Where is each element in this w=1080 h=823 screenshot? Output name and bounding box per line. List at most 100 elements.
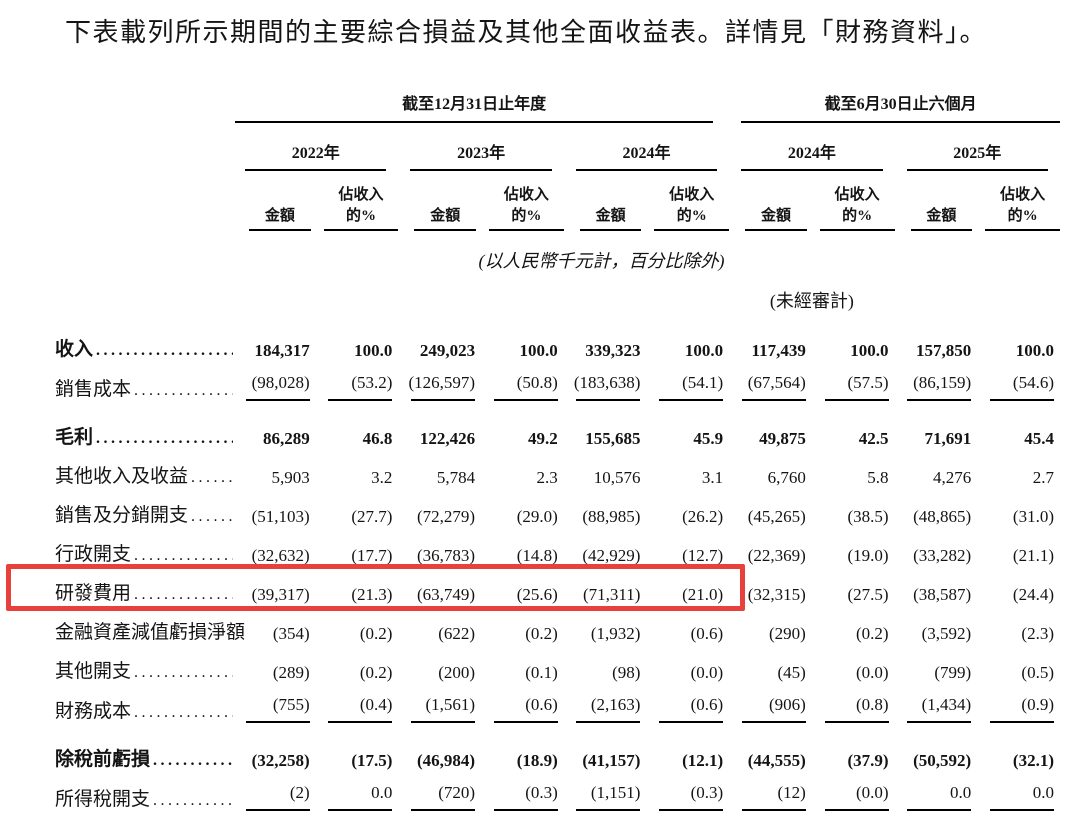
column-rule xyxy=(411,399,476,402)
cell-value: (17.5) xyxy=(316,813,399,823)
column-rule xyxy=(990,399,1054,402)
cell-value: (41,157) xyxy=(582,751,641,771)
cell-value: (32,260) xyxy=(233,813,316,823)
cell-value: (26.2) xyxy=(682,507,724,527)
table-row: 毛利 86,289 46.8 122,426 49.2 155,685 45.9 49,875… xyxy=(55,403,1060,451)
cell-value: (21.0) xyxy=(682,585,724,605)
cell-value: (17.7) xyxy=(351,546,393,566)
cell-value: 100.0 xyxy=(354,341,393,361)
cell-value: (98) xyxy=(612,663,641,683)
cell-value: (21.3) xyxy=(351,585,393,605)
cell-value: (1,151) xyxy=(564,773,647,813)
cell-value: (3,592) xyxy=(921,624,972,644)
cell-value: (18.9) xyxy=(516,751,558,771)
cell-value: 100.0 xyxy=(1015,341,1054,361)
cell-value: (31.0) xyxy=(1012,507,1054,527)
cell-value: (1,561) xyxy=(398,685,481,725)
cell-value: 249,023 xyxy=(419,341,476,361)
cell-value: (88,985) xyxy=(582,507,641,527)
intro-text: 下表載列所示期間的主要綜合損益及其他全面收益表。詳情見「財務資料」。 xyxy=(65,18,988,47)
income-statement-table: 截至12月31日止年度 截至6月30日止六個月 2022年 2023年 2024… xyxy=(55,90,1060,823)
row-label-cell: 所得稅開支 xyxy=(55,773,233,813)
column-rule xyxy=(493,809,558,812)
cell-value: (0.2) xyxy=(855,624,889,644)
cell-value: (63,749) xyxy=(417,585,476,605)
cell-value: 3.2 xyxy=(371,468,393,488)
year-header-2024h1-cell: 2024年 xyxy=(729,123,894,172)
cell-value: (50.8) xyxy=(481,363,564,403)
row-label-cell: 年度／期間內虧損 xyxy=(55,813,233,823)
table-row: 金融資產減值虧損淨額 (354) (0.2) (622) (0.2) (1,932) (0.… xyxy=(55,607,1060,646)
cell-value: (50,592) xyxy=(913,751,972,771)
cell-value: (71,311) xyxy=(583,585,641,605)
cell-value: 100.0 xyxy=(850,341,889,361)
subheader-row: 金額 佔收入的% 金額 佔收入的% 金額 佔收入的% 金額 佔收入的% 金額 佔… xyxy=(55,171,1060,232)
year-header-2024-cell: 2024年 xyxy=(564,123,729,172)
cell-value: 0.0 xyxy=(977,773,1060,813)
cell-value: (51,103) xyxy=(251,507,310,527)
row-label: 收入 xyxy=(55,339,94,361)
cell-value: (32,315) xyxy=(747,585,806,605)
label-column-spacer xyxy=(55,273,233,321)
row-label-cell: 銷售成本 xyxy=(55,363,233,403)
cell-value: (37.9) xyxy=(847,751,889,771)
cell-value: 5,784 xyxy=(436,468,476,488)
column-rule xyxy=(907,721,972,724)
cell-value: 122,426 xyxy=(419,429,476,449)
subheader-amount: 金額 xyxy=(579,192,642,232)
units-note: (以人民幣千元計，百分比除外) xyxy=(478,251,725,272)
column-rule xyxy=(990,809,1054,812)
cell-value: (0.6) xyxy=(481,685,564,725)
cell-value: 71,691 xyxy=(924,429,972,449)
column-rule xyxy=(328,399,393,402)
leader-dots xyxy=(93,339,233,361)
cell-value: (906) xyxy=(729,685,812,725)
column-rule xyxy=(328,721,393,724)
cell-value: (289) xyxy=(272,663,310,683)
column-rule xyxy=(245,721,310,724)
cell-value: (32.1) xyxy=(977,813,1060,823)
subheader-amount: 金額 xyxy=(910,192,973,232)
subheader-percent: 佔收入的% xyxy=(489,171,564,232)
cell-value: (183,638) xyxy=(564,363,647,403)
row-label-cell: 研發費用 xyxy=(55,568,233,607)
cell-value: (12) xyxy=(729,773,812,813)
leader-dots xyxy=(150,789,233,811)
column-rule xyxy=(824,809,889,812)
table-row: 其他開支 (289) (0.2) (200) (0.1) (98) (0.0) (45) (0.… xyxy=(55,646,1060,685)
row-label-cell: 銷售及分銷開支 xyxy=(55,490,233,529)
year-header-2024: 2024年 xyxy=(575,123,718,172)
leader-dots xyxy=(131,379,233,401)
cell-value: 49.2 xyxy=(528,429,558,449)
cell-value: (46,984) xyxy=(417,751,476,771)
unaudited-note-row: (未經審計) xyxy=(55,273,1060,321)
cell-value: (32.1) xyxy=(1012,751,1054,771)
leader-dots xyxy=(188,505,233,527)
cell-value: (0.6) xyxy=(646,685,729,725)
cell-value: (0.1) xyxy=(525,663,558,683)
cell-value: (36,783) xyxy=(417,546,476,566)
period-header-annual-cell: 截至12月31日止年度 xyxy=(233,90,729,124)
row-label-cell: 收入 xyxy=(55,321,233,363)
cell-value: (54.1) xyxy=(646,363,729,403)
leader-dots xyxy=(93,427,233,449)
cell-value: 5,903 xyxy=(271,468,310,488)
leader-dots xyxy=(131,701,233,723)
leader-dots xyxy=(245,622,248,644)
cell-value: (126,597) xyxy=(398,363,481,403)
cell-value: (44,555) xyxy=(747,751,806,771)
cell-value: (27.7) xyxy=(351,507,393,527)
cell-value: (12.1) xyxy=(682,751,724,771)
cell-value: (12.7) xyxy=(682,546,724,566)
column-rule xyxy=(907,399,972,402)
column-rule xyxy=(576,399,641,402)
column-rule xyxy=(741,721,806,724)
cell-value: (72,279) xyxy=(417,507,476,527)
cell-value: (0.2) xyxy=(359,624,393,644)
cell-value: 5.8 xyxy=(867,468,889,488)
cell-value: (12.5) xyxy=(646,813,729,823)
cell-value: (42,308) xyxy=(564,813,647,823)
cell-value: (2) xyxy=(233,773,316,813)
row-label-cell: 毛利 xyxy=(55,403,233,451)
